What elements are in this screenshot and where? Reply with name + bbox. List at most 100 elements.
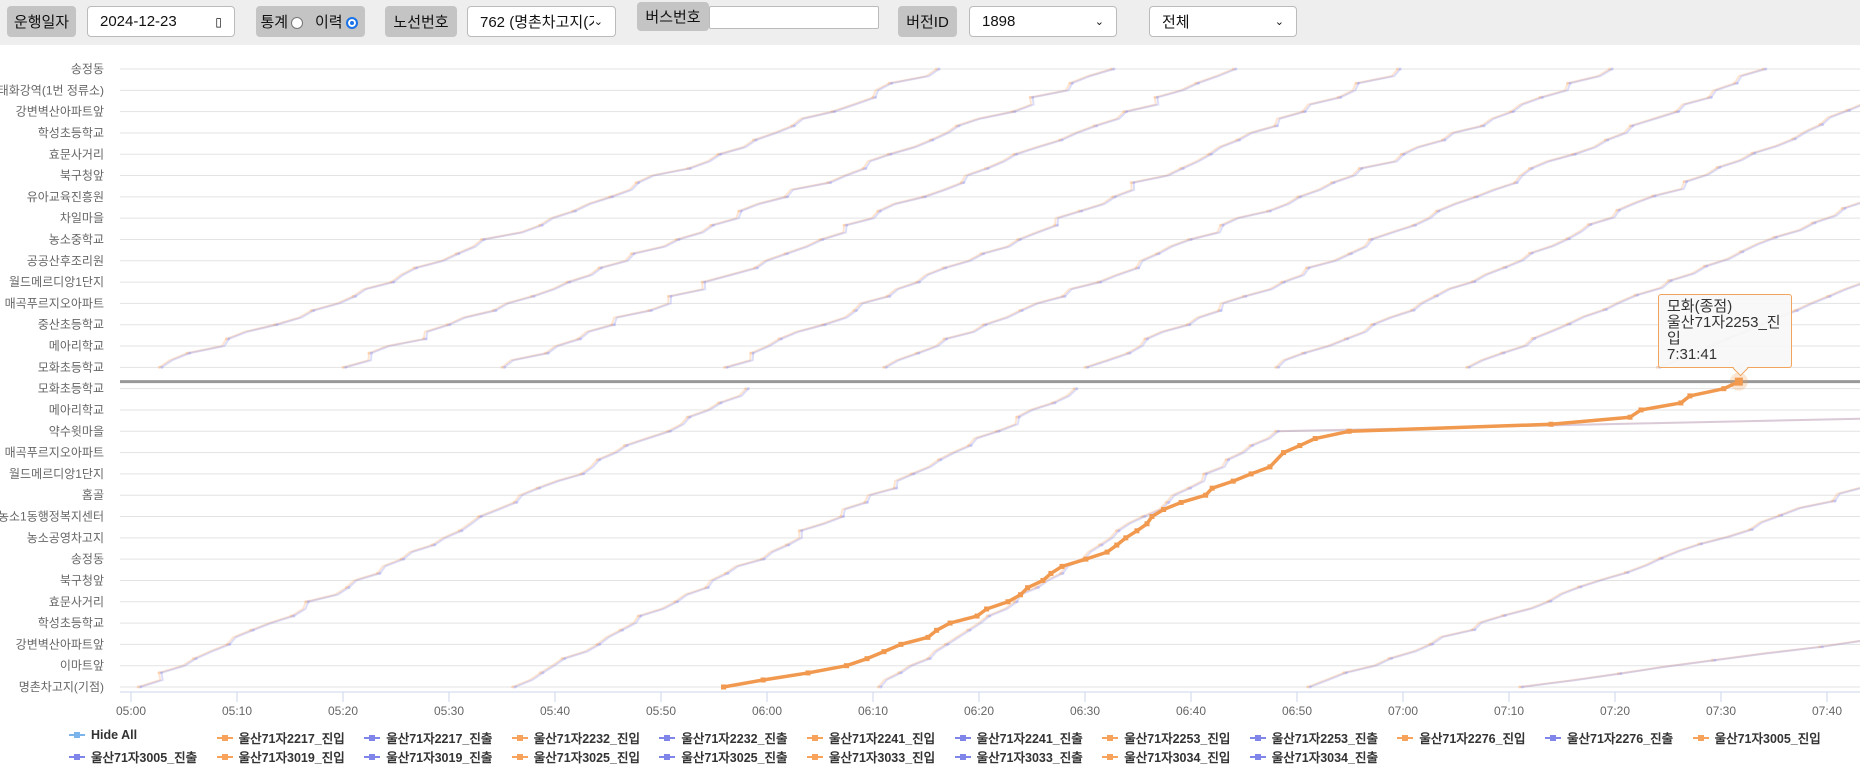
background-trip-point xyxy=(188,351,192,355)
legend-item[interactable]: 울산71자2232_진입 xyxy=(511,728,640,747)
highlighted-trip-point xyxy=(1144,521,1150,527)
background-trip-point xyxy=(1125,351,1129,355)
legend-item[interactable]: 울산71자3005_진입 xyxy=(1692,728,1821,747)
highlighted-trip-point xyxy=(934,627,940,633)
legend-item[interactable]: 울산71자2232_진출 xyxy=(659,728,788,747)
x-axis-label: 07:40 xyxy=(1812,704,1842,718)
background-trip-point xyxy=(1676,110,1680,114)
legend-item[interactable]: 울산71자2253_진입 xyxy=(1102,728,1230,747)
legend-item[interactable]: 울산71자3034_진출 xyxy=(1249,747,1378,766)
background-trip-point xyxy=(928,138,932,142)
background-trip-point xyxy=(1282,280,1286,284)
background-trip-point xyxy=(1568,81,1572,85)
highlighted-series xyxy=(721,372,1748,690)
legend-item[interactable]: 울산71자2241_진입 xyxy=(807,728,935,747)
grid-lines xyxy=(0,45,1860,769)
legend-item[interactable]: 울산71자2241_진출 xyxy=(954,728,1083,747)
legend-label: 울산71자3034_진입 xyxy=(1124,751,1231,765)
background-trip-point xyxy=(895,486,899,490)
filter-select[interactable]: 전체 ⌄ xyxy=(1149,6,1297,37)
background-trip-point xyxy=(830,110,834,114)
bus-number-label-button[interactable]: 버스번호 xyxy=(637,2,709,31)
background-trip-point xyxy=(783,195,787,199)
y-axis-labels: 명촌차고지(기점)이마트앞강변벽산아파트앞학성초등학교효문사거리북구청앞송정동농… xyxy=(0,62,104,694)
background-trip-point xyxy=(1616,672,1620,676)
route-label-button[interactable]: 노선번호 xyxy=(385,6,457,37)
background-trip-point xyxy=(1741,250,1745,254)
calendar-icon[interactable]: ▯ xyxy=(215,14,222,29)
background-trip-point xyxy=(1412,308,1416,312)
mode-history-radio[interactable] xyxy=(345,17,358,30)
background-trip-point xyxy=(1155,95,1159,99)
background-trip-point xyxy=(923,195,927,199)
legend-item[interactable]: 울산71자2276_진입 xyxy=(1397,728,1526,747)
legend-item[interactable]: 울산71자2217_진입 xyxy=(216,728,345,747)
background-trip-point xyxy=(1189,237,1193,241)
background-trip-point xyxy=(1589,223,1593,227)
legend-item[interactable]: 울산71자3019_진입 xyxy=(216,747,345,766)
background-trip-point xyxy=(598,642,602,646)
background-trip-point xyxy=(1010,110,1014,114)
background-trip-point xyxy=(1060,138,1064,142)
legend-item[interactable]: 울산71자2217_진출 xyxy=(364,728,492,747)
background-trip-point xyxy=(1518,685,1522,689)
background-trip-point xyxy=(1217,309,1221,313)
background-trip-point xyxy=(1402,152,1406,156)
background-trip-line xyxy=(345,68,1115,369)
legend-item[interactable]: 울산71자3005_진출 xyxy=(69,747,197,766)
background-trip-point xyxy=(1577,585,1581,589)
background-trip-point xyxy=(1465,365,1469,369)
legend-line-marker-icon xyxy=(1102,753,1119,760)
background-trip-point xyxy=(1750,151,1754,155)
background-trip-point xyxy=(1413,223,1417,227)
background-trip-point xyxy=(888,294,892,298)
background-trip-point xyxy=(879,685,883,689)
background-trip-point xyxy=(275,323,279,327)
background-trip-point xyxy=(1015,600,1019,604)
mode-radio-group: 통계 이력 xyxy=(256,6,365,37)
legend-item[interactable]: 울산71자3034_진입 xyxy=(1102,747,1230,766)
mode-history-option[interactable]: 이력 xyxy=(315,11,361,32)
legend-label: 울산71자2276_진출 xyxy=(1567,732,1674,746)
background-trip-point xyxy=(1308,685,1312,689)
background-trip-point xyxy=(500,365,504,369)
legend-item[interactable]: Hide All xyxy=(69,728,137,742)
background-trip-point xyxy=(839,515,843,519)
background-trip-point xyxy=(1761,67,1765,71)
background-trip-point xyxy=(1344,671,1348,675)
y-axis-label: 매곡푸르지오아파트 xyxy=(5,446,104,460)
highlighted-trip-point xyxy=(721,684,727,690)
legend-item[interactable]: 울산71자2253_진출 xyxy=(1249,728,1378,747)
highlighted-trip-point xyxy=(1281,450,1287,456)
background-trip-point xyxy=(1528,251,1532,255)
background-trip-point xyxy=(1301,110,1305,114)
legend-label: 울산71자2241_진출 xyxy=(976,732,1083,746)
background-trip-point xyxy=(1224,458,1228,462)
background-trip-point xyxy=(914,351,918,355)
legend-item[interactable]: 울산71자3033_진출 xyxy=(954,747,1083,766)
version-id-select[interactable]: 1898 ⌄ xyxy=(969,6,1117,37)
legend-line-marker-icon xyxy=(69,732,85,738)
version-id-label-button[interactable]: 버전ID xyxy=(898,6,957,37)
background-trip-point xyxy=(897,671,901,675)
bus-number-input[interactable] xyxy=(709,6,879,29)
background-trip-point xyxy=(1179,166,1183,170)
legend-line-marker-icon xyxy=(364,753,381,760)
background-trip-point xyxy=(1296,195,1300,199)
route-select[interactable]: 762 (명촌차고지(기 ⌄ xyxy=(467,6,616,37)
date-label-button[interactable]: 운행일자 xyxy=(7,6,76,37)
legend-item[interactable]: 울산71자3025_진출 xyxy=(659,747,788,766)
background-trip-point xyxy=(1100,543,1104,547)
mode-stats-radio[interactable] xyxy=(291,17,304,30)
date-input[interactable]: 2024-12-23 ▯ xyxy=(87,6,235,37)
legend-item[interactable]: 울산71자3033_진입 xyxy=(807,747,935,766)
highlighted-trip-point xyxy=(1230,478,1236,484)
mode-stats-option[interactable]: 통계 xyxy=(260,11,306,32)
legend-item[interactable]: 울산71자3025_진입 xyxy=(511,747,640,766)
background-trip-point xyxy=(1528,166,1532,170)
background-trip-point xyxy=(412,266,416,270)
legend-item[interactable]: 울산71자3019_진출 xyxy=(364,747,492,766)
legend-item[interactable]: 울산71자2276_진출 xyxy=(1545,728,1673,747)
x-axis-label: 06:10 xyxy=(858,704,888,718)
background-trip-point xyxy=(820,323,824,327)
